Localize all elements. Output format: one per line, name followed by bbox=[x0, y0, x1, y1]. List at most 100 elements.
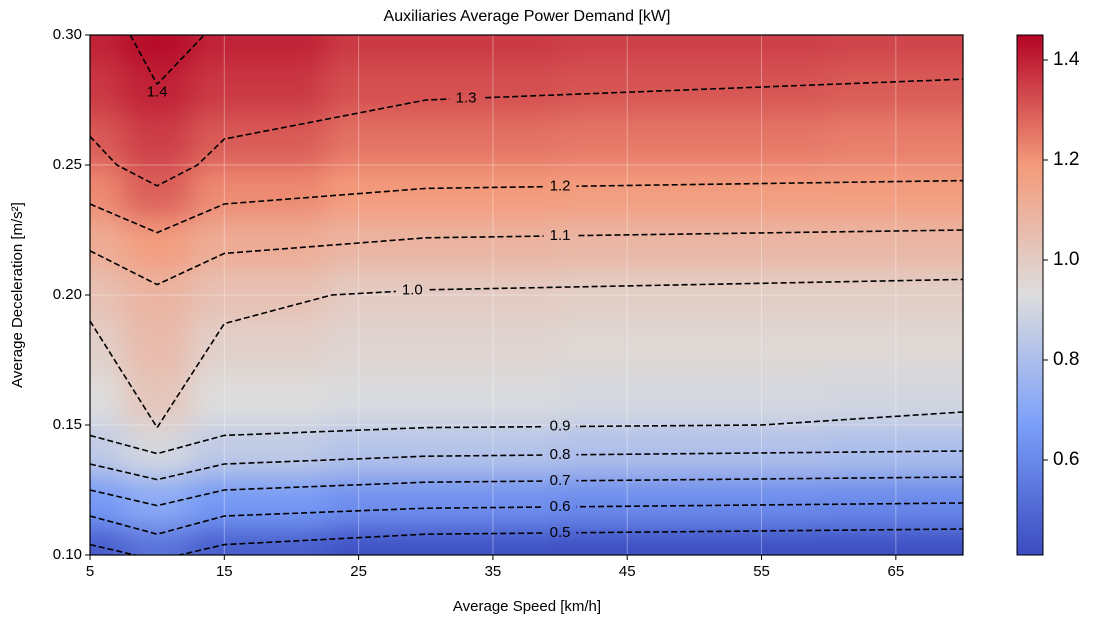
heat-cell bbox=[90, 113, 125, 166]
heat-cell bbox=[123, 61, 192, 114]
plot-frame bbox=[89, 34, 964, 556]
heat-cell bbox=[325, 165, 561, 218]
heat-cell bbox=[190, 529, 326, 555]
heat-cell bbox=[560, 165, 830, 218]
contour-label: 0.8 bbox=[550, 446, 571, 463]
heat-cell bbox=[90, 217, 125, 270]
colorbar-scale bbox=[1016, 34, 1044, 556]
x-tick-label: 25 bbox=[350, 563, 367, 580]
y-tick-label: 0.10 bbox=[53, 546, 82, 563]
x-tick-label: 5 bbox=[86, 563, 94, 580]
chart-title: Auxiliaries Average Power Demand [kW] bbox=[384, 8, 671, 25]
heat-cell bbox=[90, 425, 125, 478]
contour-label: 1.1 bbox=[550, 227, 571, 244]
axes: 5 15 25 35 45 55 65 0.10 0.15 0.20 0.25 0.30 bbox=[53, 26, 904, 580]
contour-label: 1.2 bbox=[550, 177, 571, 194]
heat-cell bbox=[828, 529, 963, 555]
heat-cell bbox=[325, 269, 561, 322]
x-tick-label: 35 bbox=[485, 563, 502, 580]
contour-label: 1.4 bbox=[147, 83, 168, 100]
heat-cell bbox=[828, 425, 963, 478]
heat-cell bbox=[123, 217, 192, 270]
heatmap-cells bbox=[90, 35, 963, 555]
contour-line bbox=[90, 78, 963, 187]
contour-label: 1.0 bbox=[402, 282, 423, 299]
colorbar: 0.6 0.8 1.0 1.2 1.4 bbox=[1016, 34, 1080, 556]
heatmap bbox=[90, 35, 963, 555]
heat-cell bbox=[190, 477, 326, 530]
heat-cell bbox=[560, 35, 830, 62]
heat-cell bbox=[560, 425, 830, 478]
x-tick-label: 15 bbox=[216, 563, 233, 580]
y-tick-label: 0.25 bbox=[53, 156, 82, 173]
heat-cell bbox=[123, 425, 192, 478]
contour-label: 0.9 bbox=[550, 418, 571, 435]
heat-cell bbox=[828, 61, 963, 114]
contour-lines bbox=[90, 35, 963, 555]
y-tick-label: 0.20 bbox=[53, 286, 82, 303]
heat-cell bbox=[90, 61, 125, 114]
heat-cell bbox=[123, 269, 192, 322]
heat-cell bbox=[325, 373, 561, 426]
y-axis-label: Average Deceleration [m/s²] bbox=[9, 202, 26, 388]
heat-cell bbox=[190, 321, 326, 374]
heat-cell bbox=[828, 35, 963, 62]
heat-cell bbox=[325, 113, 561, 166]
heat-cell bbox=[90, 269, 125, 322]
heat-cell bbox=[325, 35, 561, 62]
heat-cell bbox=[123, 321, 192, 374]
heat-cell bbox=[123, 35, 192, 62]
heat-cell bbox=[325, 477, 561, 530]
heat-cell bbox=[90, 477, 125, 530]
heat-cell bbox=[325, 321, 561, 374]
heat-cell bbox=[123, 529, 192, 555]
contour-label: 0.5 bbox=[550, 524, 571, 541]
heat-cell bbox=[190, 269, 326, 322]
heat-cell bbox=[828, 217, 963, 270]
heat-cell bbox=[828, 113, 963, 166]
colorbar-tick-label: 1.4 bbox=[1053, 49, 1080, 70]
x-axis-label: Average Speed [km/h] bbox=[453, 598, 601, 615]
contour-line bbox=[90, 278, 963, 430]
heat-cell bbox=[190, 35, 326, 62]
heat-cell bbox=[325, 61, 561, 114]
contour-label: 0.6 bbox=[550, 498, 571, 515]
heat-cell bbox=[828, 321, 963, 374]
contour-line bbox=[90, 502, 963, 536]
heat-cell bbox=[828, 269, 963, 322]
heat-cell bbox=[190, 165, 326, 218]
heat-cell bbox=[560, 373, 830, 426]
heat-cell bbox=[560, 217, 830, 270]
y-tick-label: 0.15 bbox=[53, 416, 82, 433]
colorbar-tick-label: 1.0 bbox=[1053, 249, 1079, 270]
x-tick-label: 65 bbox=[888, 563, 905, 580]
heat-cell bbox=[190, 61, 326, 114]
heat-cell bbox=[90, 373, 125, 426]
colorbar-tick-label: 1.2 bbox=[1053, 149, 1079, 170]
contour-line bbox=[90, 476, 963, 507]
heat-cell bbox=[325, 217, 561, 270]
heat-cell bbox=[123, 477, 192, 530]
heat-cell bbox=[190, 373, 326, 426]
contours: 1.4 1.3 1.2 1.1 1.0 0.9 0.8 0.7 0.6 0.5 bbox=[90, 35, 963, 555]
contour-line bbox=[90, 450, 963, 481]
heat-cell bbox=[560, 113, 830, 166]
colorbar-tick-label: 0.8 bbox=[1053, 349, 1079, 370]
heat-cell bbox=[325, 425, 561, 478]
contour-line bbox=[90, 411, 963, 455]
x-tick-label: 55 bbox=[753, 563, 770, 580]
heat-cell bbox=[560, 529, 830, 555]
heat-cell bbox=[90, 165, 125, 218]
contour-line bbox=[90, 229, 963, 286]
heat-cell bbox=[560, 269, 830, 322]
heat-cell bbox=[90, 35, 125, 62]
heat-cell bbox=[190, 113, 326, 166]
contour-label: 0.7 bbox=[550, 472, 571, 489]
heat-cell bbox=[123, 113, 192, 166]
x-tick-label: 45 bbox=[619, 563, 636, 580]
contour-line bbox=[129, 35, 205, 86]
contour-label: 1.3 bbox=[456, 89, 477, 106]
contour-line bbox=[90, 179, 963, 234]
heat-cell bbox=[560, 321, 830, 374]
